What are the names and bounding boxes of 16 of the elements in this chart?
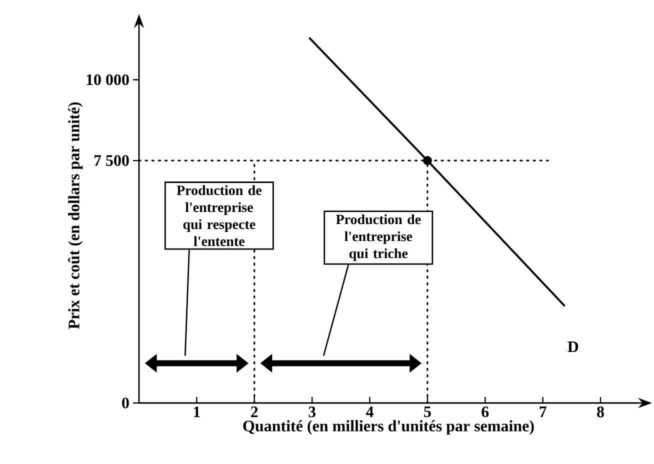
x-axis-title: Quantité (en milliers d'unités par semaine): [243, 420, 534, 435]
x-tick-label: 6: [482, 406, 489, 418]
x-tick-label: 7: [540, 406, 546, 417]
x-tick-label: 1: [194, 406, 200, 418]
x-tick-label: 5: [424, 406, 431, 418]
y-tick-label: 0: [122, 398, 129, 408]
annotation: Production de l'entreprise qui respecte l'entente: [176, 185, 262, 246]
annotation: D: [568, 341, 578, 352]
y-tick-label: 10 000: [86, 74, 129, 86]
y-tick-label: 7 500: [94, 155, 129, 166]
x-tick-label: 8: [597, 406, 604, 418]
x-tick-label: 2: [251, 406, 258, 418]
y-axis-title: Prix et coût (en dollars par unité): [68, 102, 83, 329]
annotation: Production de l'entreprise qui triche: [336, 214, 421, 262]
x-tick-label: 4: [366, 406, 374, 418]
x-tick-label: 3: [308, 406, 316, 418]
